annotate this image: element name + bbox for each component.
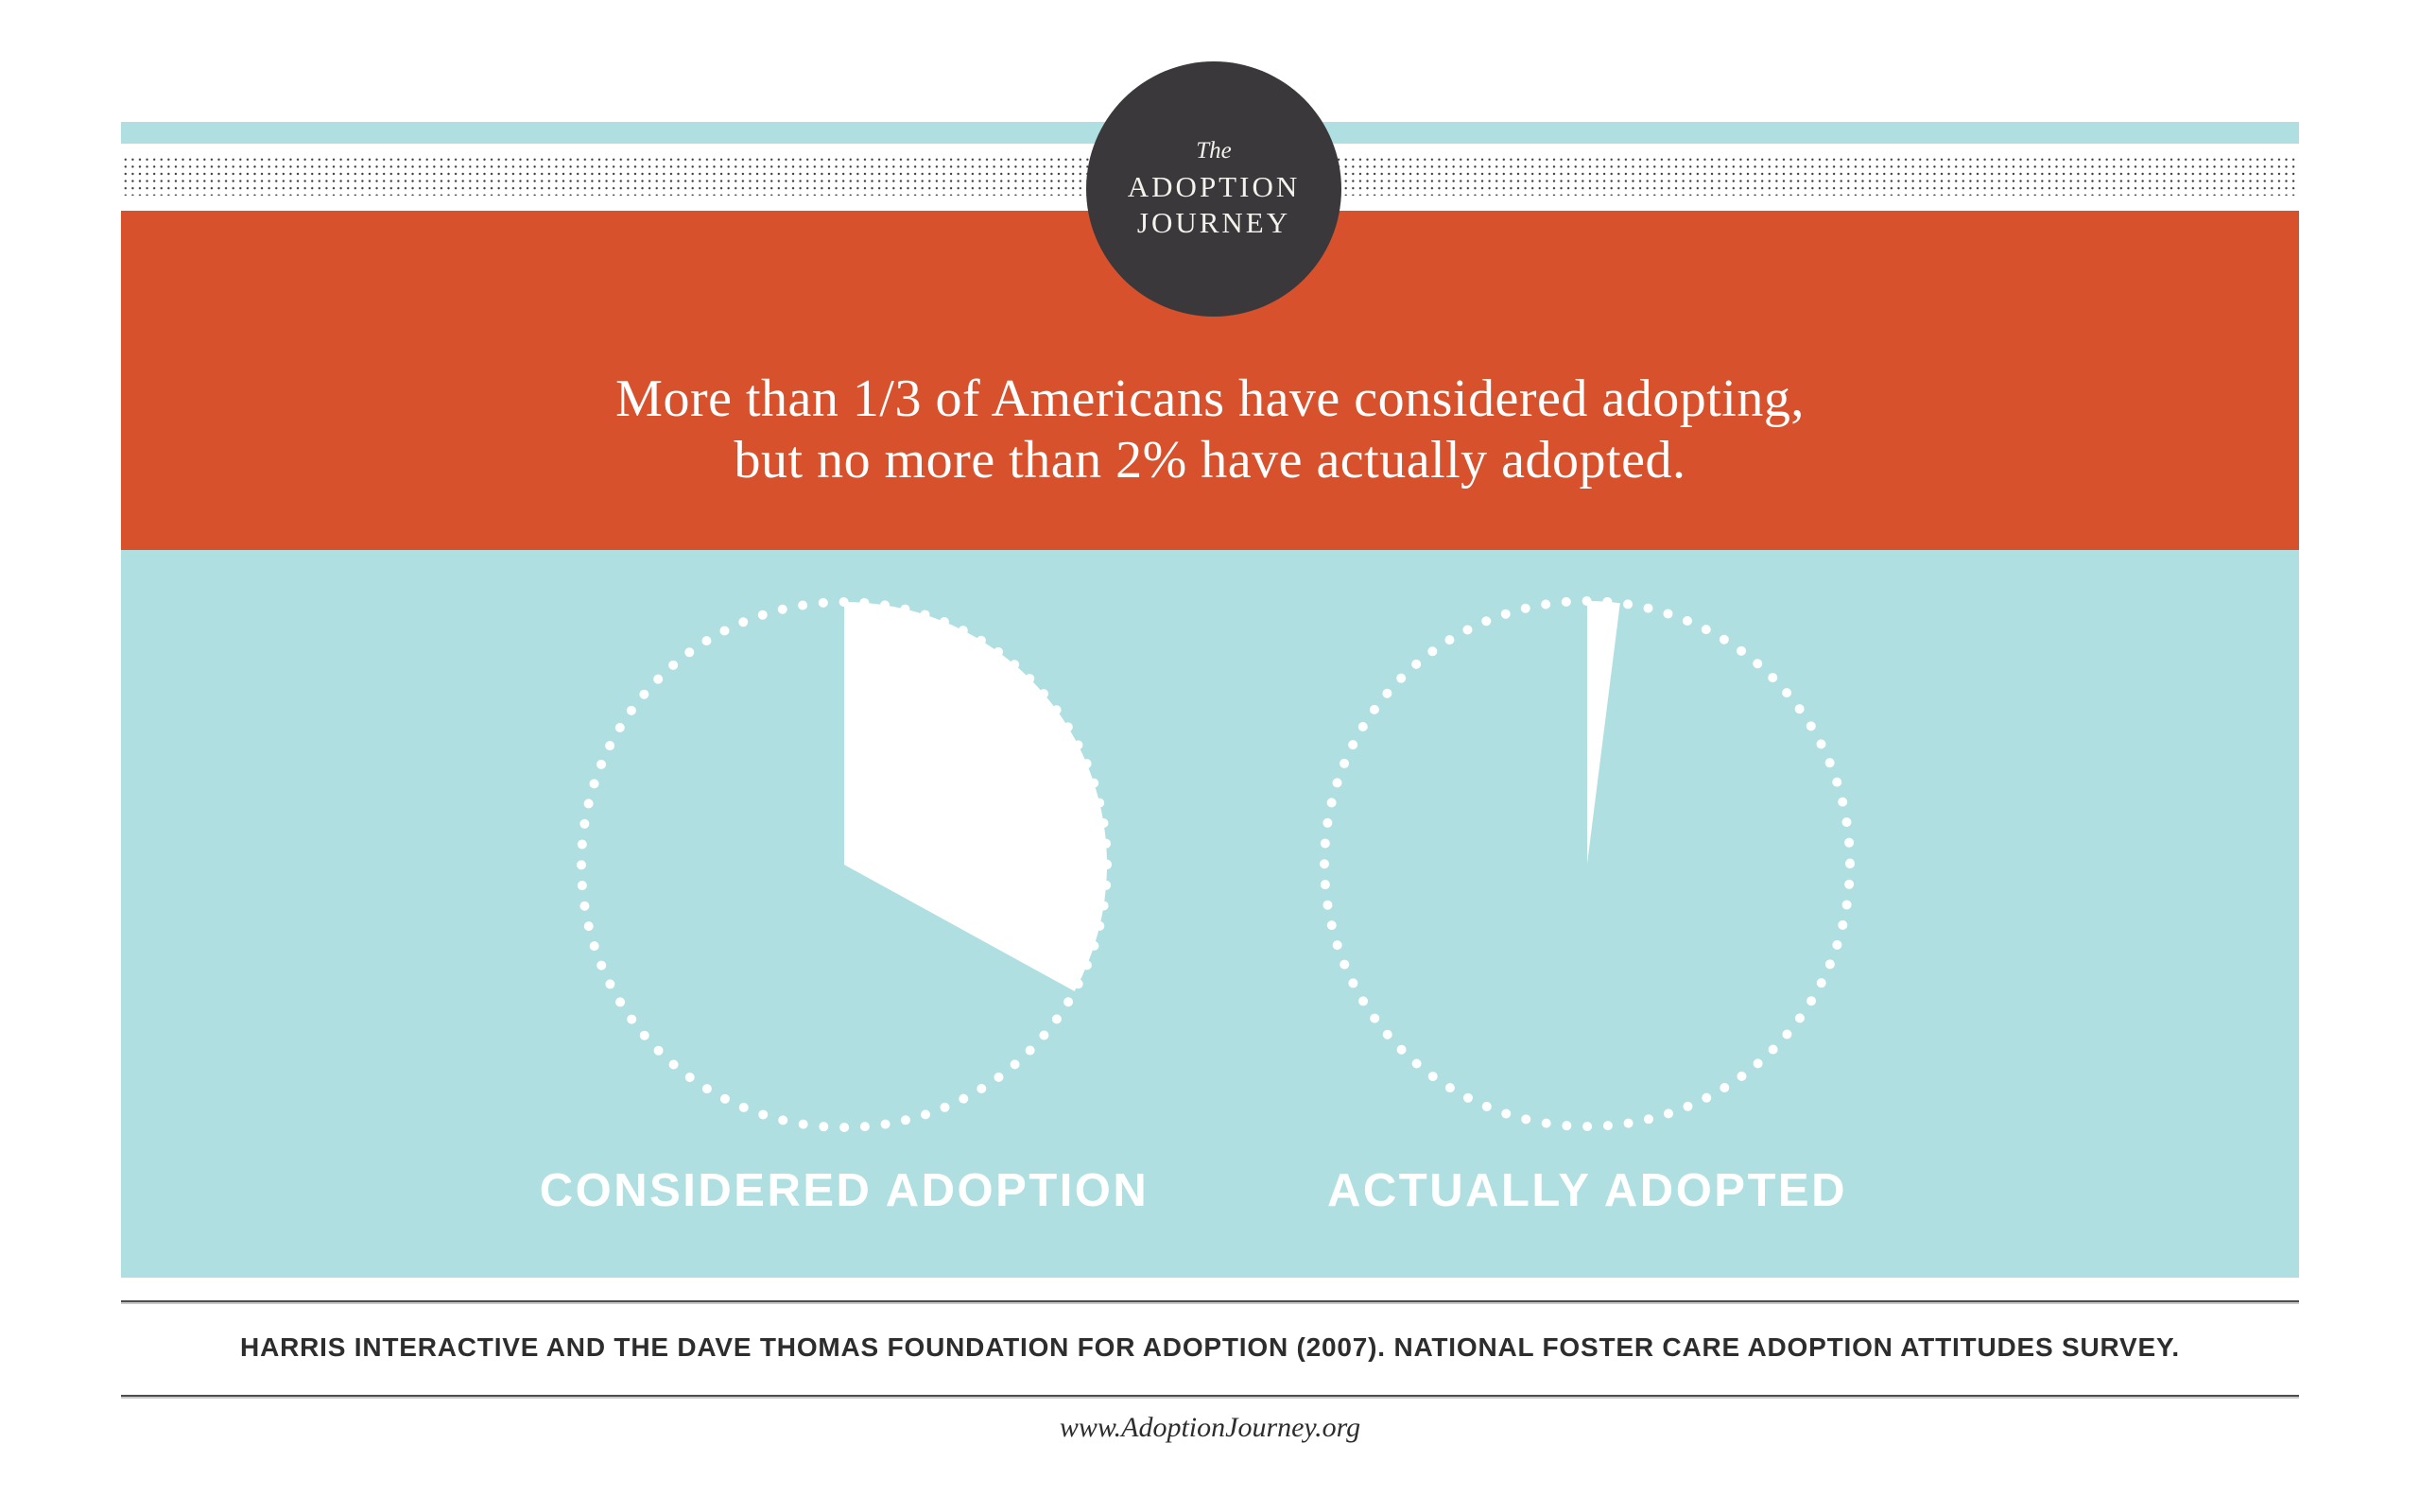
pie-chart-considered-adoption bbox=[577, 597, 1112, 1132]
pie-chart-actually-adopted bbox=[1320, 596, 1855, 1131]
pie-label-considered-adoption: CONSIDERED ADOPTION bbox=[539, 1165, 1150, 1216]
logo-badge: The ADOPTION JOURNEY bbox=[1086, 61, 1341, 317]
headline-line1: More than 1/3 of Americans have consider… bbox=[615, 369, 1805, 428]
pie-wedge-considered-adoption bbox=[844, 602, 1107, 991]
divider-rule-bottom bbox=[121, 1395, 2299, 1397]
pie-wedge-actually-adopted bbox=[1587, 601, 1620, 864]
website-url: www.AdoptionJourney.org bbox=[1059, 1412, 1361, 1443]
divider-rule-top bbox=[121, 1300, 2299, 1302]
chart-section: CONSIDERED ADOPTION ACTUALLY ADOPTED bbox=[121, 550, 2299, 1278]
pie-label-actually-adopted: ACTUALLY ADOPTED bbox=[1326, 1165, 1848, 1216]
badge-title-line1: ADOPTION bbox=[1127, 169, 1301, 203]
headline: More than 1/3 of Americans have consider… bbox=[615, 369, 1805, 491]
badge-pre-title: The bbox=[1196, 137, 1232, 163]
badge-title-line2: JOURNEY bbox=[1136, 205, 1291, 239]
source-citation: HARRIS INTERACTIVE AND THE DAVE THOMAS F… bbox=[240, 1332, 2180, 1362]
headline-line2: but no more than 2% have actually adopte… bbox=[734, 430, 1686, 490]
